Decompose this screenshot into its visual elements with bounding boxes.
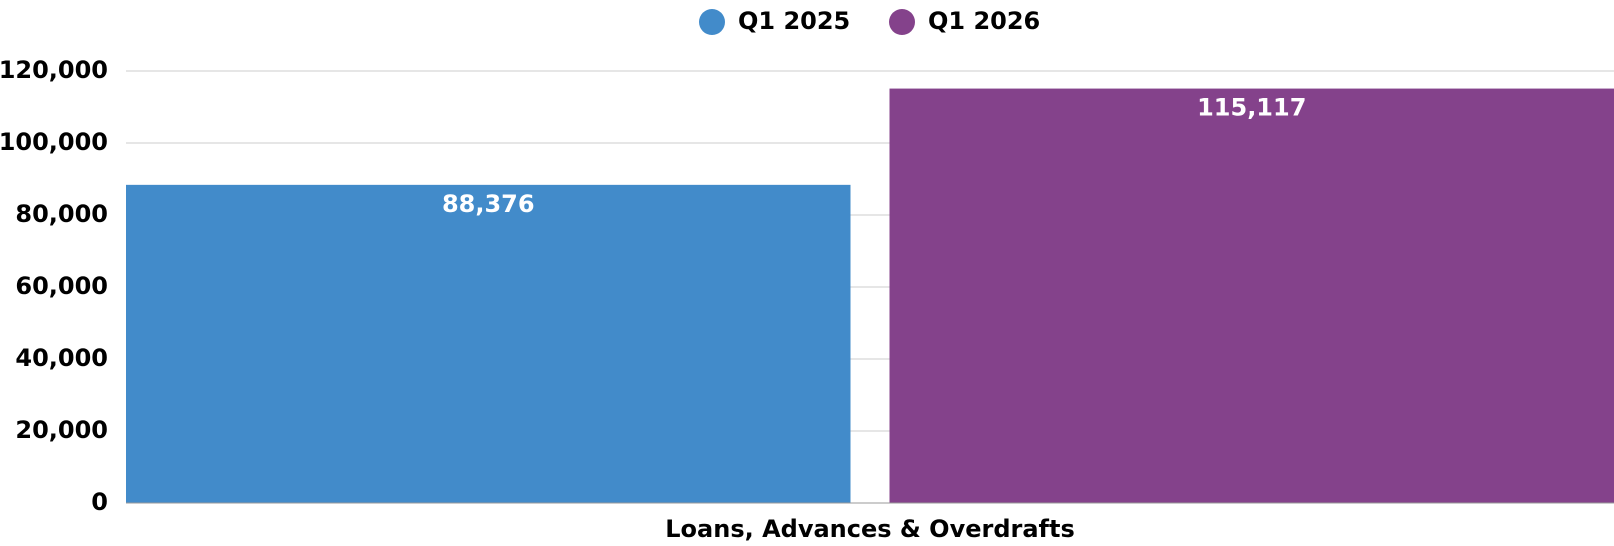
legend-marker [699,9,725,35]
value-label: 115,117 [1197,94,1306,122]
y-tick-label: 120,000 [0,56,108,84]
bar [889,88,1614,503]
y-tick-label: 20,000 [15,416,108,444]
y-tick-label: 80,000 [15,200,108,228]
y-tick-label: 60,000 [15,272,108,300]
bar [126,184,851,503]
legend-label: Q1 2025 [738,7,850,35]
value-label: 88,376 [442,190,535,218]
y-tick-label: 40,000 [15,344,108,372]
y-tick-label: 100,000 [0,128,108,156]
legend-label: Q1 2026 [928,7,1040,35]
x-tick-label: Loans, Advances & Overdrafts [665,515,1075,543]
legend-marker [889,9,915,35]
y-tick-label: 0 [91,488,108,516]
